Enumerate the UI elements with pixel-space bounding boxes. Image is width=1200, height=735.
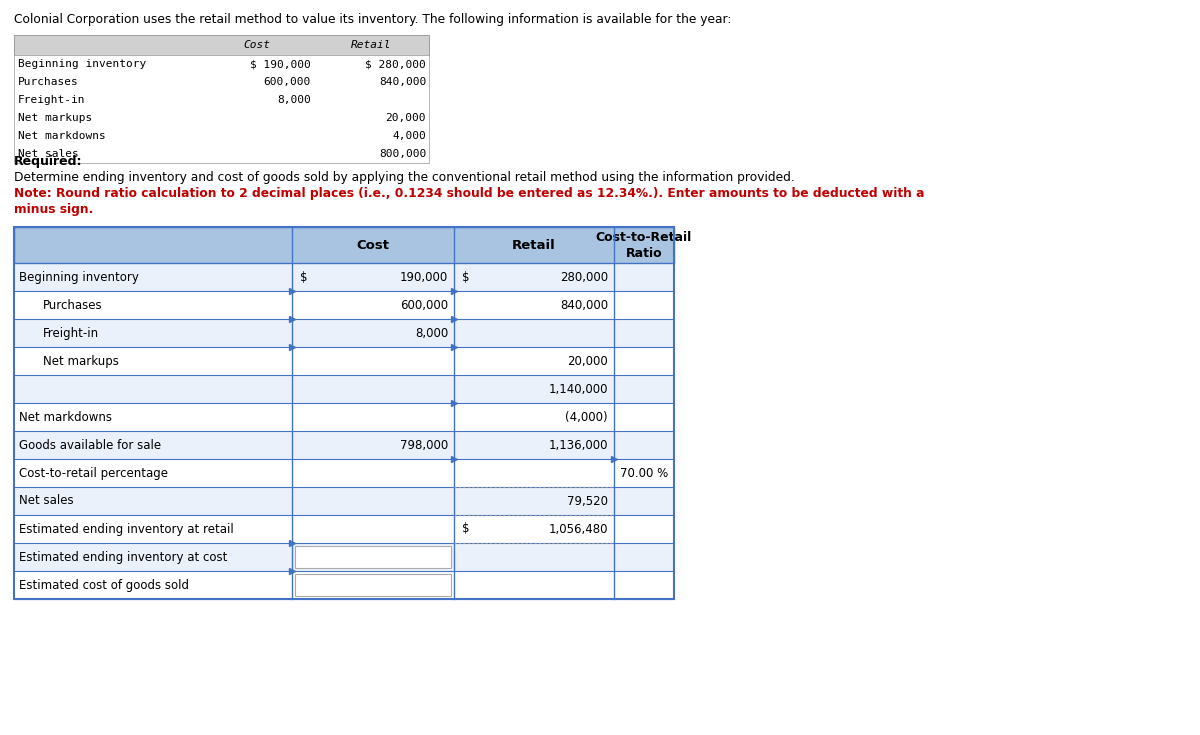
Text: Purchases: Purchases	[43, 298, 103, 312]
Bar	[14, 459, 674, 487]
Text: Net markdowns: Net markdowns	[19, 411, 112, 423]
Text: Net sales: Net sales	[18, 149, 79, 159]
Text: Beginning inventory: Beginning inventory	[18, 59, 146, 69]
Text: 840,000: 840,000	[379, 77, 426, 87]
Text: 8,000: 8,000	[415, 326, 448, 340]
Bar	[14, 35, 430, 55]
Text: (4,000): (4,000)	[565, 411, 608, 423]
Bar	[14, 227, 674, 263]
Bar	[295, 546, 451, 568]
Text: $ 190,000: $ 190,000	[251, 59, 311, 69]
Text: 190,000: 190,000	[400, 270, 448, 284]
Bar	[14, 347, 674, 375]
Text: $: $	[300, 270, 307, 284]
Bar	[14, 35, 430, 163]
Text: Purchases: Purchases	[18, 77, 79, 87]
Text: Net markdowns: Net markdowns	[18, 131, 106, 141]
Text: Cost-to-Retail
Ratio: Cost-to-Retail Ratio	[596, 231, 692, 259]
Text: 70.00 %: 70.00 %	[619, 467, 668, 479]
Text: Net markups: Net markups	[18, 113, 92, 123]
Text: Estimated ending inventory at cost: Estimated ending inventory at cost	[19, 551, 227, 564]
Text: minus sign.: minus sign.	[14, 203, 94, 216]
Bar	[295, 574, 451, 596]
Text: 600,000: 600,000	[264, 77, 311, 87]
Bar	[14, 431, 674, 459]
Text: Note: Round ratio calculation to 2 decimal places (i.e., 0.1234 should be entere: Note: Round ratio calculation to 2 decim…	[14, 187, 924, 200]
Text: Estimated cost of goods sold: Estimated cost of goods sold	[19, 578, 190, 592]
Text: 1,140,000: 1,140,000	[548, 382, 608, 395]
Text: Retail: Retail	[512, 238, 556, 251]
Text: 800,000: 800,000	[379, 149, 426, 159]
Text: Goods available for sale: Goods available for sale	[19, 439, 161, 451]
Text: Net markups: Net markups	[43, 354, 119, 368]
Text: 798,000: 798,000	[400, 439, 448, 451]
Text: 600,000: 600,000	[400, 298, 448, 312]
Bar	[14, 319, 674, 347]
Text: 1,056,480: 1,056,480	[548, 523, 608, 536]
Bar	[14, 291, 674, 319]
Text: 1,136,000: 1,136,000	[548, 439, 608, 451]
Text: $: $	[462, 523, 469, 536]
Text: 20,000: 20,000	[385, 113, 426, 123]
Text: 79,520: 79,520	[568, 495, 608, 507]
Text: Freight-in: Freight-in	[43, 326, 100, 340]
Text: Determine ending inventory and cost of goods sold by applying the conventional r: Determine ending inventory and cost of g…	[14, 171, 794, 184]
Text: Net sales: Net sales	[19, 495, 73, 507]
Text: 4,000: 4,000	[392, 131, 426, 141]
Text: 8,000: 8,000	[277, 95, 311, 105]
Bar	[14, 543, 674, 571]
Text: Beginning inventory: Beginning inventory	[19, 270, 139, 284]
Text: Cost: Cost	[242, 40, 270, 50]
Bar	[14, 375, 674, 403]
Text: Retail: Retail	[352, 40, 391, 50]
Text: 840,000: 840,000	[560, 298, 608, 312]
Text: $: $	[462, 270, 469, 284]
Text: 280,000: 280,000	[560, 270, 608, 284]
Text: 20,000: 20,000	[568, 354, 608, 368]
Text: Cost-to-retail percentage: Cost-to-retail percentage	[19, 467, 168, 479]
Text: $ 280,000: $ 280,000	[365, 59, 426, 69]
Bar	[14, 263, 674, 291]
Text: Estimated ending inventory at retail: Estimated ending inventory at retail	[19, 523, 234, 536]
Bar	[14, 403, 674, 431]
Bar	[14, 515, 674, 543]
Bar	[14, 227, 674, 599]
Text: Freight-in: Freight-in	[18, 95, 85, 105]
Text: Required:: Required:	[14, 155, 83, 168]
Text: Colonial Corporation uses the retail method to value its inventory. The followin: Colonial Corporation uses the retail met…	[14, 13, 731, 26]
Bar	[14, 571, 674, 599]
Text: Cost: Cost	[356, 238, 390, 251]
Bar	[14, 487, 674, 515]
